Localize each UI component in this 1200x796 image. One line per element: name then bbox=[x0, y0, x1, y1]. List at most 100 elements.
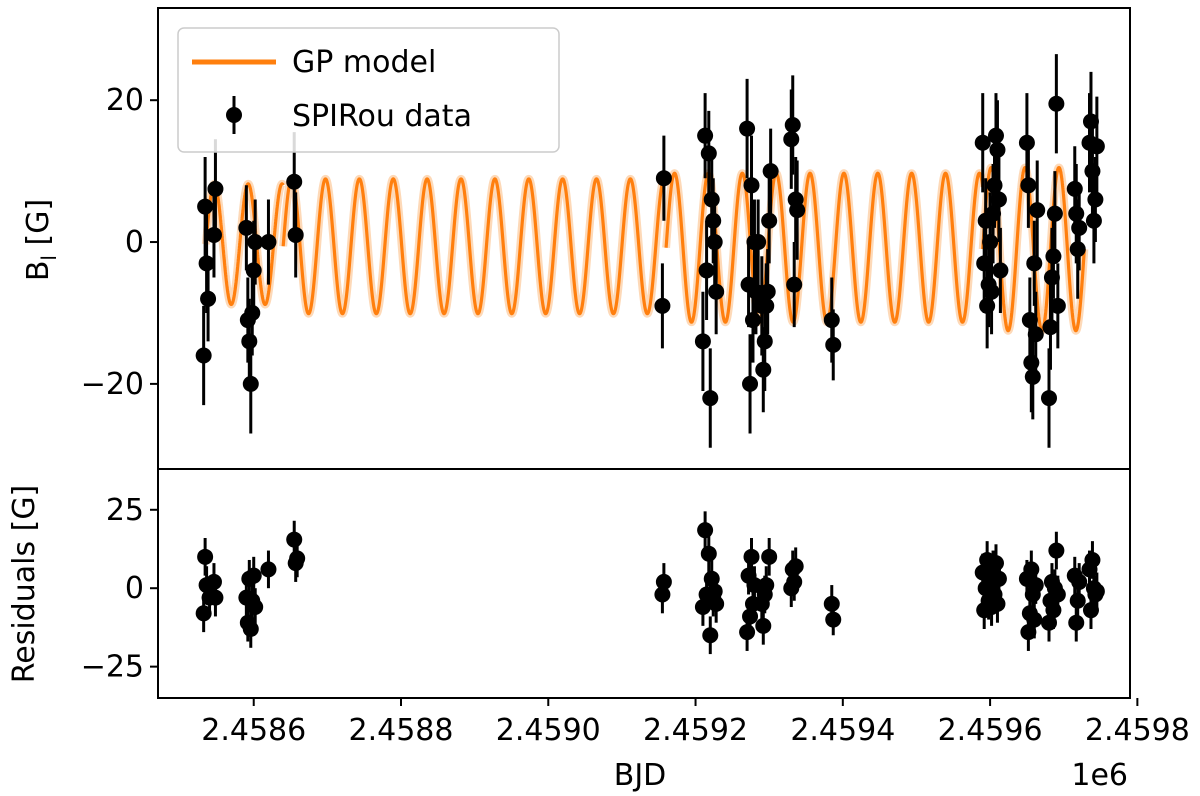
spirou-data-point bbox=[982, 234, 999, 251]
residual-point bbox=[1088, 583, 1105, 600]
top-plot-area bbox=[195, 54, 1105, 448]
residual-point bbox=[1048, 542, 1065, 559]
spirou-data-point bbox=[1082, 113, 1099, 130]
top-y-tick-label: −20 bbox=[81, 367, 144, 402]
legend-gp-label: GP model bbox=[292, 45, 436, 80]
bottom-plot-area bbox=[195, 511, 1105, 655]
bottom-x-ticks: 2.4586 2.4588 2.4590 2.4592 2.4594 2.4596 2.45… bbox=[201, 698, 1190, 748]
spirou-data-point bbox=[260, 234, 277, 251]
spirou-data-point bbox=[1046, 205, 1063, 222]
spirou-data-point bbox=[697, 127, 714, 144]
spirou-data-point bbox=[1029, 202, 1046, 219]
spirou-data-point bbox=[1087, 191, 1104, 208]
bottom-y-tick-label: 25 bbox=[106, 493, 144, 528]
spirou-data-point bbox=[1048, 95, 1065, 112]
spirou-data-point bbox=[698, 262, 715, 279]
spirou-data-point bbox=[238, 219, 255, 236]
spirou-data-point bbox=[247, 234, 264, 251]
spirou-data-point bbox=[708, 283, 725, 300]
residual-point bbox=[195, 605, 212, 622]
spirou-data-point bbox=[287, 226, 304, 243]
spirou-data-point bbox=[1027, 326, 1044, 343]
spirou-data-point bbox=[992, 262, 1009, 279]
bottom-y-tick-label: 0 bbox=[125, 571, 144, 606]
residual-point bbox=[825, 611, 842, 628]
spirou-data-point bbox=[739, 120, 756, 137]
spirou-data-point bbox=[1049, 297, 1066, 314]
spirou-data-point bbox=[1020, 177, 1037, 194]
spirou-data-point bbox=[744, 312, 761, 329]
residual-point bbox=[260, 561, 277, 578]
residual-point bbox=[989, 595, 1006, 612]
residual-point bbox=[755, 617, 772, 634]
spirou-data-point bbox=[702, 390, 719, 407]
spirou-data-point bbox=[786, 276, 803, 293]
top-y-tick-label: 0 bbox=[125, 225, 144, 260]
residual-point bbox=[1049, 586, 1066, 603]
legend-data-marker bbox=[226, 107, 242, 123]
spirou-data-point bbox=[789, 202, 806, 219]
bottom-y-ticks: 25 0 −25 bbox=[81, 493, 158, 685]
legend: GP model SPIRou data bbox=[177, 27, 560, 153]
x-tick-label: 2.4594 bbox=[790, 713, 895, 748]
residual-point bbox=[987, 555, 1004, 572]
residual-point bbox=[1084, 551, 1101, 568]
x-tick-label: 2.4596 bbox=[938, 713, 1043, 748]
gp-model-line-2 bbox=[664, 171, 985, 324]
residual-point bbox=[739, 624, 756, 641]
legend-frame bbox=[177, 27, 560, 153]
residual-point bbox=[743, 548, 760, 565]
residual-point bbox=[1068, 614, 1085, 631]
x-tick-label: 2.4588 bbox=[349, 713, 454, 748]
top-y-axis-label-subscript: l bbox=[37, 255, 61, 261]
spirou-data-point bbox=[761, 212, 778, 229]
residual-point bbox=[197, 548, 214, 565]
residual-point bbox=[655, 573, 672, 590]
spirou-data-point bbox=[750, 234, 767, 251]
x-tick-label: 2.4586 bbox=[201, 713, 306, 748]
spirou-data-point bbox=[747, 283, 764, 300]
spirou-data-point bbox=[974, 134, 991, 151]
spirou-data-point bbox=[207, 180, 224, 197]
legend-data-label: SPIRou data bbox=[292, 99, 472, 134]
bottom-axes-frame bbox=[157, 468, 1131, 699]
residual-point bbox=[700, 545, 717, 562]
top-y-axis-label-main: B bbox=[21, 261, 56, 282]
bottom-y-axis-label: Residuals [G] bbox=[7, 485, 42, 684]
gp-model-line-1 bbox=[281, 177, 668, 316]
residual-point bbox=[289, 550, 306, 567]
spirou-data-point bbox=[655, 170, 672, 187]
spirou-data-point bbox=[762, 163, 779, 180]
x-tick-label: 2.4598 bbox=[1085, 713, 1190, 748]
spirou-data-point bbox=[200, 290, 217, 307]
residual-point bbox=[708, 595, 725, 612]
residual-point bbox=[207, 589, 224, 606]
spirou-data-point bbox=[742, 375, 759, 392]
residual-point bbox=[697, 522, 714, 539]
residual-point bbox=[247, 599, 264, 616]
residual-point bbox=[758, 577, 775, 594]
top-panel: 20 0 −20 Bl [G] GP model SPIRou data bbox=[21, 7, 1131, 470]
spirou-data-point bbox=[1026, 255, 1043, 272]
spirou-data-point bbox=[1041, 390, 1057, 407]
spirou-data-point bbox=[1088, 138, 1105, 155]
spirou-data-point bbox=[759, 283, 776, 300]
top-y-ticks: 20 0 −20 bbox=[81, 83, 158, 402]
spirou-data-point bbox=[983, 283, 1000, 300]
spirou-data-point bbox=[197, 198, 214, 215]
residual-point bbox=[761, 548, 778, 565]
spirou-data-point bbox=[706, 234, 723, 251]
residual-point bbox=[990, 570, 1007, 587]
x-tick-label: 2.4590 bbox=[496, 713, 601, 748]
residual-point bbox=[702, 627, 719, 644]
spirou-data-point bbox=[784, 117, 801, 134]
residual-point bbox=[746, 577, 763, 594]
gp-model-line-0 bbox=[204, 182, 285, 307]
x-tick-label: 2.4592 bbox=[643, 713, 748, 748]
top-y-tick-label: 20 bbox=[106, 83, 144, 118]
spirou-data-point bbox=[286, 173, 303, 190]
x-axis-offset-label: 1e6 bbox=[1071, 758, 1128, 793]
spirou-data-point bbox=[825, 336, 842, 353]
spirou-data-point bbox=[700, 145, 717, 162]
